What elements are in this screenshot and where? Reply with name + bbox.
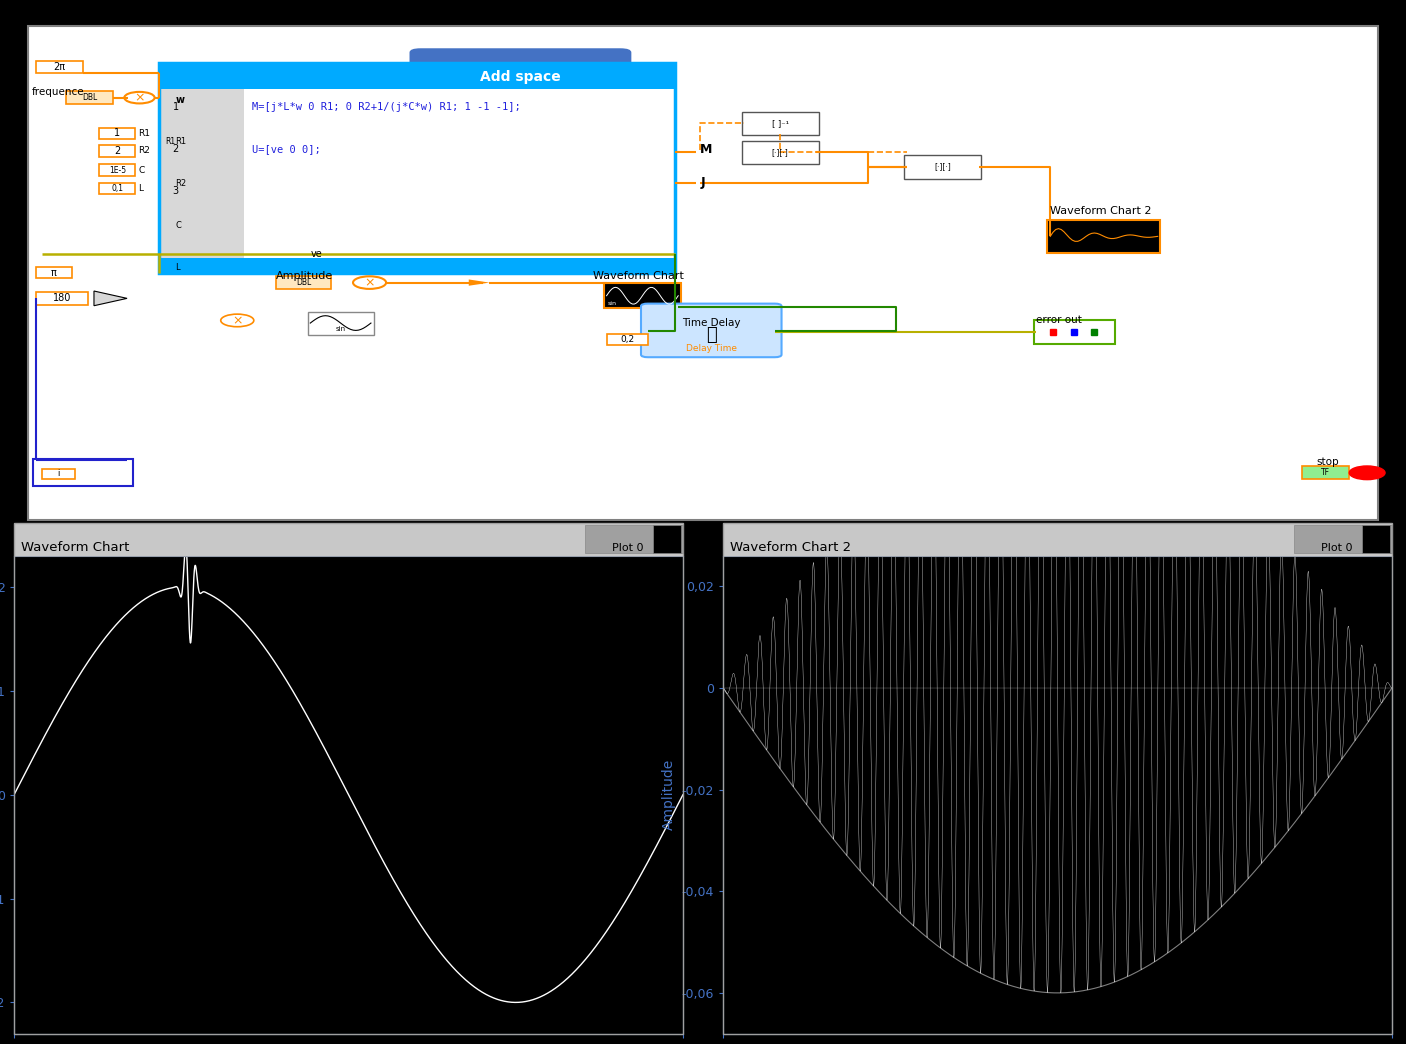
- FancyBboxPatch shape: [606, 334, 648, 346]
- Text: M=[j*L*w 0 R1; 0 R2+1/(j*C*w) R1; 1 -1 -1];: M=[j*L*w 0 R1; 0 R2+1/(j*C*w) R1; 1 -1 -…: [253, 102, 522, 113]
- Text: [·][·]: [·][·]: [772, 148, 789, 157]
- Text: L: L: [138, 184, 143, 193]
- Text: sin: sin: [336, 326, 346, 332]
- Text: TF: TF: [1322, 469, 1330, 477]
- Text: J: J: [700, 176, 704, 189]
- Text: ×: ×: [364, 276, 375, 289]
- Text: Plot 0: Plot 0: [1322, 543, 1353, 552]
- Text: DBL: DBL: [295, 278, 311, 287]
- Text: Waveform Chart: Waveform Chart: [593, 270, 683, 281]
- Polygon shape: [94, 291, 127, 306]
- FancyBboxPatch shape: [100, 145, 135, 157]
- Y-axis label: Amplitude: Amplitude: [662, 759, 676, 830]
- Text: R1: R1: [176, 138, 187, 146]
- FancyBboxPatch shape: [1033, 321, 1115, 343]
- Text: error out: error out: [1036, 315, 1083, 326]
- FancyBboxPatch shape: [100, 183, 135, 194]
- Text: 3: 3: [173, 187, 179, 196]
- Text: frequence: frequence: [32, 87, 84, 97]
- FancyBboxPatch shape: [100, 127, 135, 139]
- FancyBboxPatch shape: [1302, 467, 1350, 479]
- Text: 2: 2: [173, 144, 179, 155]
- FancyBboxPatch shape: [66, 92, 114, 104]
- Text: stop: stop: [1316, 457, 1339, 468]
- Text: 2: 2: [114, 146, 121, 156]
- FancyBboxPatch shape: [741, 141, 818, 164]
- Text: M: M: [700, 143, 713, 157]
- Text: Waveform Chart: Waveform Chart: [21, 541, 129, 554]
- FancyBboxPatch shape: [37, 267, 72, 279]
- FancyBboxPatch shape: [603, 283, 681, 308]
- FancyBboxPatch shape: [276, 277, 330, 289]
- Text: R2: R2: [176, 180, 187, 188]
- FancyBboxPatch shape: [28, 26, 1378, 520]
- Text: π: π: [51, 267, 58, 278]
- FancyBboxPatch shape: [159, 63, 675, 89]
- Text: 0,1: 0,1: [111, 184, 124, 193]
- Text: 180: 180: [53, 293, 72, 304]
- FancyBboxPatch shape: [37, 292, 89, 305]
- Text: ×: ×: [134, 91, 145, 104]
- Text: 1: 1: [114, 128, 121, 139]
- Text: DBL: DBL: [82, 93, 97, 102]
- Polygon shape: [470, 121, 522, 158]
- Text: [ ]⁻¹: [ ]⁻¹: [772, 119, 789, 128]
- FancyBboxPatch shape: [159, 63, 245, 274]
- FancyBboxPatch shape: [42, 469, 75, 479]
- Text: L: L: [176, 263, 180, 272]
- FancyBboxPatch shape: [741, 112, 818, 135]
- Text: 2π: 2π: [53, 63, 66, 72]
- Polygon shape: [468, 280, 489, 286]
- Text: w: w: [176, 95, 184, 104]
- FancyBboxPatch shape: [641, 304, 782, 357]
- Text: 0,2: 0,2: [620, 335, 634, 343]
- Text: 1: 1: [173, 102, 179, 113]
- FancyBboxPatch shape: [1047, 219, 1160, 254]
- Text: sin: sin: [607, 302, 617, 306]
- FancyBboxPatch shape: [904, 156, 981, 179]
- Text: R2: R2: [138, 146, 150, 156]
- Text: C: C: [138, 166, 145, 174]
- Text: R1: R1: [166, 138, 176, 146]
- Text: Delay Time: Delay Time: [686, 345, 737, 353]
- FancyBboxPatch shape: [37, 61, 83, 73]
- Text: Waveform Chart 2: Waveform Chart 2: [730, 541, 851, 554]
- FancyBboxPatch shape: [159, 259, 675, 274]
- Circle shape: [1350, 466, 1385, 479]
- Text: 1E-5: 1E-5: [108, 166, 127, 174]
- Text: ve: ve: [311, 248, 322, 259]
- FancyBboxPatch shape: [100, 164, 135, 176]
- Text: Plot 0: Plot 0: [612, 543, 644, 552]
- Text: Waveform Chart 2: Waveform Chart 2: [1050, 206, 1152, 216]
- Text: i: i: [58, 470, 59, 478]
- Text: Time Delay: Time Delay: [682, 318, 741, 328]
- Text: R1: R1: [138, 128, 150, 138]
- FancyBboxPatch shape: [409, 48, 631, 125]
- Text: [·][·]: [·][·]: [935, 163, 950, 171]
- Text: Add space
here: Add space here: [479, 70, 561, 103]
- Text: U=[ve 0 0];: U=[ve 0 0];: [253, 144, 321, 155]
- Text: ×: ×: [232, 314, 242, 327]
- Text: C: C: [176, 221, 181, 231]
- Text: ⏳: ⏳: [706, 326, 717, 343]
- FancyBboxPatch shape: [245, 63, 675, 274]
- FancyBboxPatch shape: [308, 311, 374, 335]
- Text: Amplitude: Amplitude: [276, 270, 333, 281]
